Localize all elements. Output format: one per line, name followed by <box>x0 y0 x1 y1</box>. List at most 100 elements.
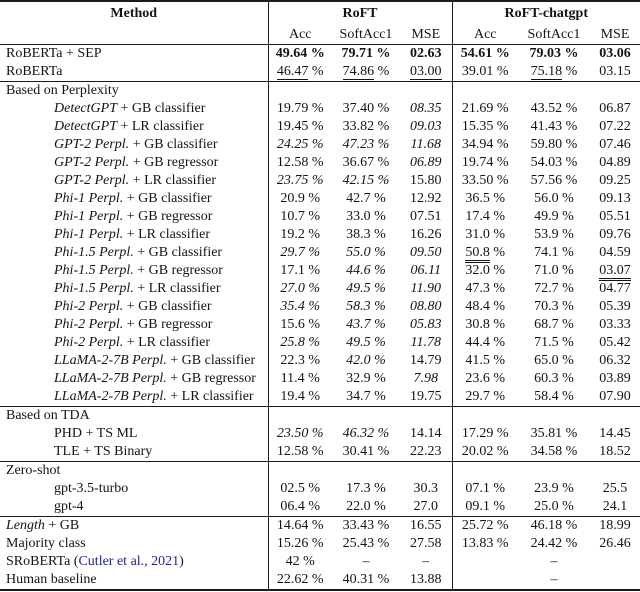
cell-value: 11.4 % <box>281 371 320 386</box>
method-name-italic: Phi-1 Perpl. <box>54 209 124 224</box>
percent-sign: % <box>308 518 324 533</box>
cell-value: 22.23 <box>410 444 442 459</box>
cell-value: 25.43 % <box>343 536 390 551</box>
value-text: 03.89 <box>599 371 631 386</box>
value-text: 20.9 <box>280 191 305 206</box>
method-cell: Phi-1 Perpl. + GB regressor <box>0 208 268 226</box>
value-cell: 07.46 <box>590 136 640 154</box>
value-cell: 35.4 % <box>267 298 332 316</box>
method-name-text: Majority class <box>6 536 86 551</box>
value-cell: 36.67 % <box>332 154 400 172</box>
percent-sign: % <box>304 371 320 386</box>
cell-value: 03.33 <box>599 317 631 332</box>
subcolumn-header-row: Acc SoftAcc1 MSE Acc SoftAcc1 MSE <box>0 26 640 45</box>
value-cell <box>590 81 640 100</box>
cell-value: 74.1 % <box>534 245 574 260</box>
value-text: 71.0 <box>534 263 559 278</box>
percent-sign: % <box>308 101 324 116</box>
cell-value: 33.50 % <box>462 173 509 188</box>
value-cell: 54.61 % <box>451 44 518 63</box>
value-text: 06.87 <box>599 101 631 116</box>
value-cell: 47.3 % <box>451 280 518 298</box>
cell-value: – <box>551 554 558 569</box>
percent-sign: % <box>489 389 506 404</box>
cell-value: 20.9 % <box>280 191 320 206</box>
percent-sign: % <box>493 173 509 188</box>
value-text: 23.6 <box>465 371 490 386</box>
cell-value: 16.26 <box>410 227 442 242</box>
value-cell: 20.02 % <box>451 443 518 462</box>
value-cell <box>451 461 518 480</box>
value-text: 32.0 <box>465 263 490 278</box>
value-cell: 06.32 <box>590 352 640 370</box>
method-cell: Phi-1.5 Perpl. + LR classifier <box>0 280 268 298</box>
value-cell: 03.33 <box>590 316 640 334</box>
cell-value: 13.83 % <box>462 536 509 551</box>
cell-value: 09.1 % <box>465 499 505 514</box>
value-text: 49.5 <box>346 335 371 350</box>
method-name-italic: Phi-1.5 Perpl. <box>54 281 134 296</box>
value-cell: 55.0 % <box>332 244 400 262</box>
value-cell: 68.7 % <box>518 316 590 334</box>
cell-value: 19.45 % <box>277 119 324 134</box>
method-cell: TLE + TS Binary <box>0 443 268 462</box>
value-text: 22.62 <box>276 572 309 587</box>
value-text: 30.41 <box>342 444 375 459</box>
cell-value: 42 % <box>286 554 315 569</box>
percent-sign: % <box>370 191 386 206</box>
percent-sign: % <box>370 263 386 278</box>
table-row: Phi-1.5 Perpl. + LR classifier 27.0 % 49.5… <box>0 280 640 298</box>
method-name-italic: Phi-1.5 Perpl. <box>54 245 134 260</box>
value-cell: 23.75 % <box>267 172 332 190</box>
cell-value: 70.3 % <box>534 299 574 314</box>
value-cell: 43.7 % <box>332 316 400 334</box>
value-cell: 27.0 % <box>267 280 332 298</box>
method-name-italic: Phi-1 Perpl. <box>54 191 124 206</box>
value-text: 48.4 <box>465 299 490 314</box>
table-row: Length + GB 14.64 % 33.43 % 16.55 25.72 % 46.… <box>0 516 640 535</box>
value-cell: 22.23 <box>400 443 452 462</box>
method-name-text: PHD + TS ML <box>54 426 138 441</box>
method-cell: RoBERTa <box>0 63 268 82</box>
value-cell: 57.56 % <box>518 172 590 190</box>
cell-value: 19.79 % <box>277 101 324 116</box>
value-text: 43.52 <box>530 101 563 116</box>
cell-value: 08.80 <box>410 299 442 314</box>
cell-value: 53.9 % <box>534 227 574 242</box>
value-text: 39.01 <box>461 64 494 79</box>
group-header-roft-chatgpt: RoFT-chatgpt <box>451 1 640 26</box>
value-cell: 07.22 <box>590 118 640 136</box>
table-row: RoBERTa 46.47 % 74.86 % 03.00 39.01 % 75.18 %… <box>0 63 640 82</box>
value-cell: 02.5 % <box>267 480 332 498</box>
method-name-text: + GB regressor <box>123 209 213 224</box>
citation-link[interactable]: Cutler et al., 2021 <box>78 554 180 569</box>
method-name-text: + LR classifier <box>133 281 221 296</box>
cell-value: 21.69 % <box>462 101 509 116</box>
value-text: 79.03 <box>529 46 562 61</box>
table-row: Human baseline 22.62 % 40.31 % 13.88– <box>0 571 640 590</box>
percent-sign: % <box>489 335 506 350</box>
value-cell: 24.25 % <box>267 136 332 154</box>
value-text: 02.5 <box>280 481 305 496</box>
method-name-italic: Phi-1 Perpl. <box>54 227 124 242</box>
cell-value: 57.56 % <box>531 173 578 188</box>
value-text: 19.2 <box>280 227 305 242</box>
percent-sign: % <box>374 119 390 134</box>
col-header-mse-roft: MSE <box>411 27 441 42</box>
cell-value: 58.4 % <box>534 389 574 404</box>
value-text: 02.63 <box>410 46 442 61</box>
table-row: RoBERTa + SEP 49.64 % 79.71 % 02.63 54.61 % 7… <box>0 44 640 63</box>
value-cell: 12.58 % <box>267 443 332 462</box>
method-cell: GPT-2 Perpl. + GB classifier <box>0 136 268 154</box>
value-text: 17.4 <box>465 209 490 224</box>
percent-sign: % <box>558 499 574 514</box>
cell-value: 79.03 % <box>530 46 579 61</box>
percent-sign: % <box>489 299 506 314</box>
method-name-text: Zero-shot <box>6 463 61 478</box>
cell-value: 20.02 % <box>462 444 509 459</box>
value-cell: 71.0 % <box>518 262 590 280</box>
value-cell: 14.45 <box>590 425 640 443</box>
value-cell: 79.03 % <box>518 44 590 63</box>
value-text: 37.40 <box>342 101 375 116</box>
value-text: 33.50 <box>461 173 494 188</box>
